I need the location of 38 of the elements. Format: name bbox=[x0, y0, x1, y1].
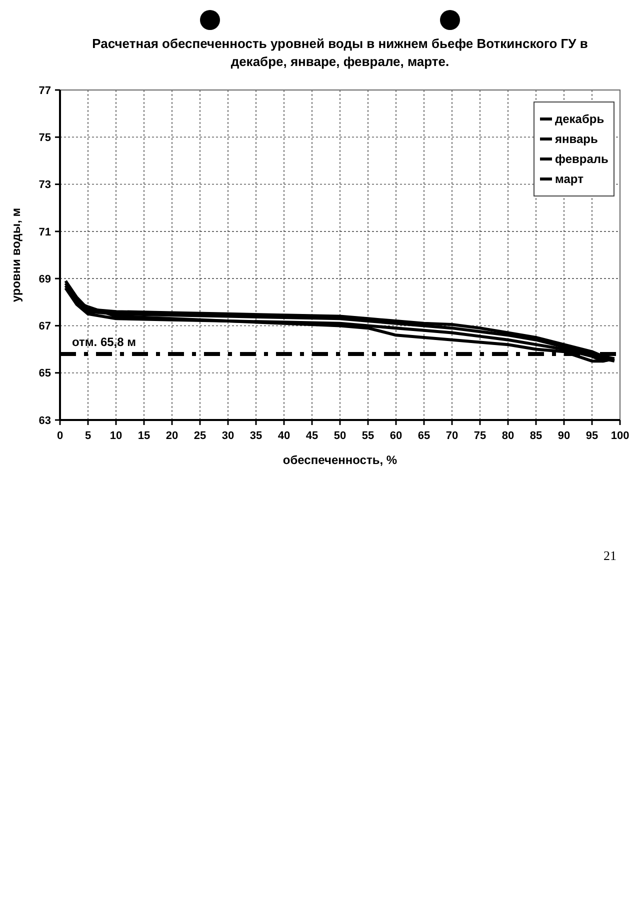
x-tick-label: 100 bbox=[610, 430, 630, 442]
text: 21 bbox=[604, 548, 616, 563]
y-tick-label: 77 bbox=[38, 84, 51, 97]
x-tick-label: 5 bbox=[84, 430, 92, 442]
y-tick-label: 73 bbox=[38, 179, 51, 192]
x-tick-label: 95 bbox=[586, 430, 598, 442]
x-tick-label: 45 bbox=[306, 430, 318, 442]
x-tick-label: 40 bbox=[278, 430, 290, 442]
x-tick-label: 25 bbox=[194, 430, 206, 442]
x-tick-label: 75 bbox=[474, 430, 486, 442]
x-tick-label: 10 bbox=[110, 430, 122, 442]
y-axis-title: уровни воды, м bbox=[9, 208, 23, 302]
y-tick-label: 75 bbox=[38, 132, 51, 144]
x-tick-label: 0 bbox=[56, 430, 64, 442]
legend-label: январь bbox=[555, 132, 598, 146]
legend-label: март bbox=[555, 172, 584, 186]
y-tick-label: 63 bbox=[38, 414, 51, 427]
x-tick-label: 35 bbox=[250, 430, 262, 442]
x-tick-label: 90 bbox=[558, 430, 570, 442]
x-tick-label: 15 bbox=[138, 430, 150, 442]
x-tick-label: 60 bbox=[390, 430, 402, 442]
y-tick-label: 69 bbox=[38, 273, 51, 286]
legend-label: декабрь bbox=[555, 112, 604, 126]
x-tick-label: 85 bbox=[530, 430, 542, 442]
x-axis-title: обеспеченность, % bbox=[282, 453, 398, 467]
x-tick-label: 65 bbox=[418, 430, 430, 442]
x-tick-label: 80 bbox=[502, 430, 514, 442]
x-tick-label: 20 bbox=[166, 430, 178, 442]
legend-label: февраль bbox=[555, 152, 608, 166]
x-tick-label: 50 bbox=[334, 430, 346, 442]
chart-title: Расчетная обеспеченность уровней воды в нижнем бьефе Воткинского ГУ в декабре, январе, феврале, марте. bbox=[92, 36, 588, 69]
x-tick-label: 30 bbox=[222, 430, 234, 442]
y-tick-label: 71 bbox=[38, 226, 51, 238]
y-tick-label: 65 bbox=[38, 368, 51, 380]
x-tick-label: 55 bbox=[362, 430, 374, 442]
y-tick-label: 67 bbox=[38, 320, 51, 333]
x-tick-label: 70 bbox=[446, 430, 458, 442]
ref-line-label: отм. 65,8 м bbox=[72, 335, 136, 349]
